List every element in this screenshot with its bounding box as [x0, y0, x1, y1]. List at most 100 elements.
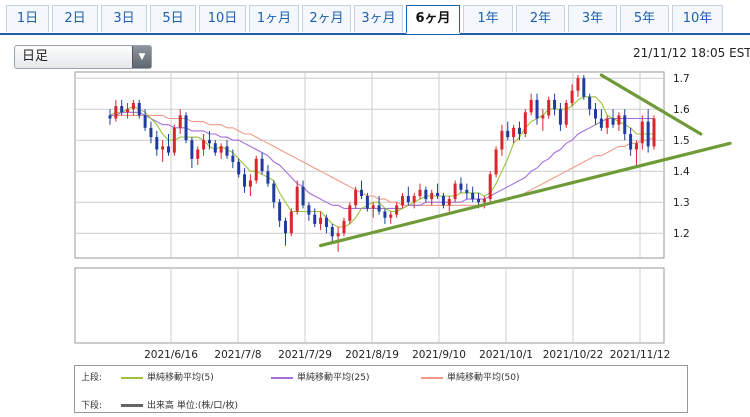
- candle-body: [319, 217, 323, 224]
- tab-6[interactable]: 2ヶ月: [302, 5, 351, 32]
- candle: [371, 202, 375, 218]
- candle-body: [506, 130, 510, 138]
- candle: [207, 130, 211, 150]
- candle: [418, 183, 422, 200]
- ma5-line: [109, 96, 654, 228]
- candle: [202, 134, 206, 156]
- candle-body: [114, 106, 118, 119]
- candle: [599, 109, 603, 131]
- legend-upper-row: 上段:: [81, 370, 102, 383]
- candle-body: [646, 121, 650, 147]
- legend-ma5-label: 単純移動平均(5): [147, 373, 214, 383]
- candle: [576, 75, 580, 97]
- price-chart: 1.2 1.3 1.4 1.5 1.6 1.7 2021/6/16 2021/7/8 2021…: [74, 71, 732, 361]
- candle-body: [131, 103, 135, 110]
- x-tick-label: 2021/7/29: [278, 349, 332, 361]
- candle-body: [283, 220, 287, 234]
- candle-body: [629, 134, 633, 150]
- candle: [652, 115, 656, 150]
- candle: [190, 137, 194, 169]
- candle-body: [582, 78, 586, 97]
- candle: [588, 93, 592, 116]
- candle: [441, 192, 445, 209]
- ma50-swatch: [421, 376, 443, 379]
- candle-body: [500, 130, 504, 150]
- tab-4[interactable]: 10日: [199, 5, 246, 32]
- candle-body: [365, 196, 369, 209]
- candle-body: [541, 115, 545, 119]
- chart-type-value: 日足: [22, 49, 49, 64]
- candle-body: [488, 174, 492, 200]
- price-panel: [74, 71, 665, 259]
- candle: [114, 99, 118, 122]
- legend-ma25-label: 単純移動平均(25): [297, 373, 370, 383]
- tab-10[interactable]: 2年: [516, 5, 565, 32]
- candle-body: [143, 115, 147, 128]
- candle: [266, 165, 270, 187]
- candle: [406, 186, 410, 206]
- candle-body: [412, 196, 416, 203]
- candle-body: [231, 155, 235, 162]
- candle-body: [213, 143, 217, 153]
- candle: [430, 189, 434, 206]
- candle-body: [389, 214, 393, 218]
- tab-12[interactable]: 5年: [620, 5, 669, 32]
- x-tick-label: 2021/6/16: [144, 349, 198, 361]
- tab-11[interactable]: 3年: [568, 5, 617, 32]
- y-tick-label: 1.6: [673, 104, 690, 116]
- candle-body: [570, 90, 574, 103]
- candle-body: [547, 99, 551, 116]
- tab-13[interactable]: 10年: [672, 5, 723, 32]
- candle: [260, 152, 264, 175]
- candle: [547, 96, 551, 119]
- x-tick-label: 2021/10/22: [543, 349, 604, 361]
- candle: [342, 217, 346, 237]
- candle-body: [196, 149, 200, 159]
- candle: [330, 223, 334, 243]
- candle: [196, 146, 200, 165]
- candle-body: [149, 127, 153, 138]
- candle-body: [137, 103, 141, 116]
- candle: [348, 202, 352, 224]
- candle: [120, 99, 124, 116]
- candle-body: [166, 146, 170, 153]
- candle: [283, 217, 287, 246]
- legend-ma50: 単純移動平均(50): [421, 370, 519, 383]
- candle-body: [272, 183, 276, 203]
- candle: [400, 192, 404, 209]
- candle-body: [436, 192, 440, 196]
- tab-3[interactable]: 5日: [150, 5, 196, 32]
- tab-2[interactable]: 3日: [101, 5, 147, 32]
- candle: [307, 202, 311, 221]
- y-tick-label: 1.2: [673, 228, 690, 240]
- legend-volume-label: 出来高 単位:(株/口/枚): [147, 401, 238, 411]
- candle: [617, 112, 621, 131]
- candle-body: [640, 121, 644, 144]
- candle-body: [266, 171, 270, 184]
- y-tick-label: 1.3: [673, 197, 690, 209]
- tab-7[interactable]: 3ヶ月: [354, 5, 403, 32]
- candle-body: [447, 199, 451, 206]
- candle-body: [482, 199, 486, 203]
- candle-body: [260, 158, 264, 172]
- tab-0[interactable]: 1日: [6, 5, 49, 32]
- candle: [605, 115, 609, 134]
- candle-body: [594, 109, 598, 119]
- candle-body: [289, 211, 293, 234]
- candle-body: [254, 158, 258, 181]
- chevron-down-icon[interactable]: ▼: [132, 46, 151, 68]
- candle-body: [202, 140, 206, 150]
- tab-1[interactable]: 2日: [52, 5, 98, 32]
- candle-body: [424, 189, 428, 200]
- tab-8[interactable]: 6ヶ月: [406, 5, 460, 34]
- candle: [512, 124, 516, 144]
- tab-5[interactable]: 1ヶ月: [249, 5, 299, 32]
- chart-type-select[interactable]: 日足 ▼: [14, 45, 152, 69]
- tab-9[interactable]: 1年: [463, 5, 513, 32]
- candle-body: [605, 118, 609, 128]
- candle-body: [523, 112, 527, 134]
- candle: [640, 115, 644, 150]
- candle-body: [599, 118, 603, 128]
- candle: [523, 109, 527, 138]
- candle-body: [377, 205, 381, 212]
